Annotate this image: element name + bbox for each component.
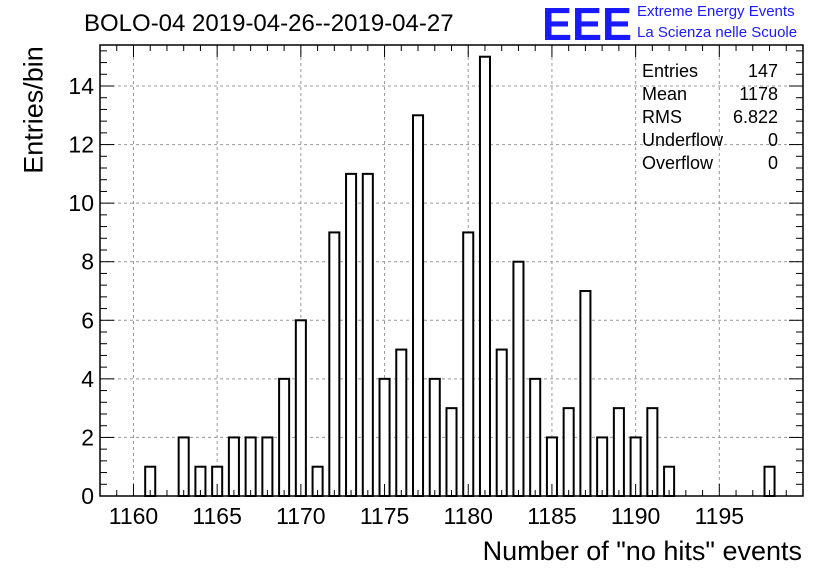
histogram-bar xyxy=(562,407,575,497)
x-axis-label: Number of "no hits" events xyxy=(482,536,802,566)
histogram-bar xyxy=(345,172,358,497)
y-tick-label: 10 xyxy=(68,190,94,216)
y-tick-label: 6 xyxy=(81,307,94,333)
y-tick-label: 14 xyxy=(68,73,94,99)
histogram-bar xyxy=(462,231,475,498)
y-tick-label: 8 xyxy=(81,249,94,275)
stats-label: RMS xyxy=(642,107,682,127)
histogram-bar xyxy=(596,436,609,497)
stats-value: 6.822 xyxy=(733,107,778,127)
histogram-bar xyxy=(294,319,307,497)
histogram-bar xyxy=(361,172,374,497)
histogram-bar xyxy=(177,436,190,497)
y-tick-label: 4 xyxy=(81,366,94,392)
histogram-bar xyxy=(412,114,425,498)
stats-label: Mean xyxy=(642,84,687,104)
y-tick-label: 2 xyxy=(81,424,94,450)
y-tick-label: 0 xyxy=(81,483,94,509)
x-tick-label: 1190 xyxy=(611,503,660,529)
histogram-bar xyxy=(227,436,240,497)
histogram-bar xyxy=(395,348,408,498)
histogram-bar xyxy=(495,348,508,498)
histogram-bar xyxy=(529,377,542,498)
eee-logo-mark: EEE xyxy=(542,2,632,44)
x-tick-label: 1170 xyxy=(276,503,325,529)
histogram-bar xyxy=(612,407,625,497)
stats-label: Entries xyxy=(642,61,698,81)
x-tick-label: 1185 xyxy=(527,503,576,529)
histogram-bar xyxy=(261,436,274,497)
histogram-bar xyxy=(328,231,341,498)
histogram-bar xyxy=(428,377,441,498)
stats-value: 0 xyxy=(768,153,778,173)
stats-value: 147 xyxy=(748,61,778,81)
logo-line-1: Extreme Energy Events xyxy=(637,3,795,20)
histogram-bar xyxy=(445,407,458,497)
logo-line-2: La Scienza nelle Scuole xyxy=(637,24,798,41)
x-tick-label: 1195 xyxy=(695,503,744,529)
x-tick-label: 1160 xyxy=(109,503,158,529)
histogram-bar xyxy=(244,436,257,497)
stats-value: 1178 xyxy=(739,84,778,104)
x-tick-label: 1175 xyxy=(360,503,409,529)
chart-title: BOLO-04 2019-04-26--2019-04-27 xyxy=(84,10,454,37)
histogram-bar xyxy=(378,377,391,498)
histogram-bar xyxy=(478,55,491,497)
stats-label: Underflow xyxy=(642,130,724,150)
y-tick-label: 12 xyxy=(68,132,94,158)
histogram-bar xyxy=(646,407,659,497)
y-axis-label: Entries/bin xyxy=(18,46,49,174)
histogram-bar xyxy=(579,290,592,497)
histogram-bar xyxy=(278,377,291,498)
x-tick-label: 1180 xyxy=(444,503,493,529)
stats-label: Overflow xyxy=(642,153,714,173)
x-tick-label: 1165 xyxy=(192,503,241,529)
stats-value: 0 xyxy=(768,130,778,150)
eee-logo: EEE xyxy=(542,2,632,44)
histogram-bar xyxy=(512,260,525,498)
